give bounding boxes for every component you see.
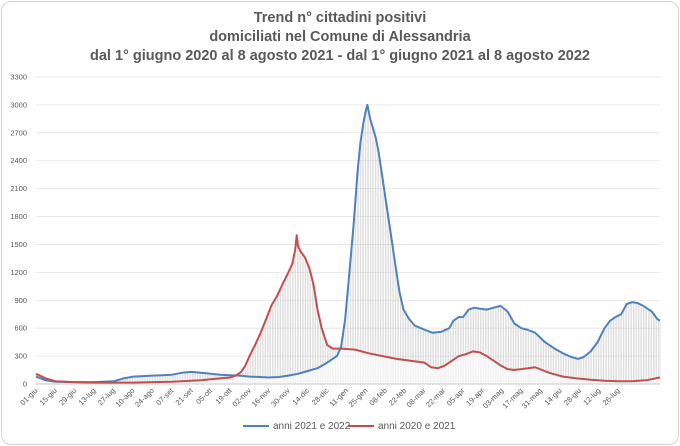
x-tick-label: 07-set bbox=[154, 385, 176, 407]
x-tick-label: 13-lug bbox=[77, 386, 98, 407]
x-tick-label: 02-nov bbox=[230, 386, 253, 409]
y-tick-label: 3300 bbox=[10, 73, 27, 82]
x-tick-label: 14-dic bbox=[290, 386, 311, 407]
chart-title-line-2: domiciliati nel Comune di Alessandria bbox=[209, 29, 471, 45]
x-tick-label: 24-ago bbox=[133, 386, 156, 409]
x-tick-label: 21-set bbox=[174, 385, 196, 407]
x-tick-label: 31-mag bbox=[520, 386, 544, 410]
legend: anni 2021 e 2022 anni 2020 e 2021 bbox=[243, 421, 456, 432]
x-tick-label: 10-ago bbox=[114, 386, 137, 409]
x-tick-label: 17-mag bbox=[500, 386, 524, 410]
axes: 0 300 600 900 1200 1500 1800 2100 2400 2700 3000 33… bbox=[10, 73, 660, 410]
gap-fill bbox=[35, 105, 661, 384]
legend-label-2: anni 2020 e 2021 bbox=[378, 421, 456, 432]
series-lines bbox=[35, 103, 661, 384]
y-tick-label: 900 bbox=[14, 296, 27, 305]
x-tick-label: 11-gen bbox=[328, 386, 350, 408]
x-tick-label: 08-feb bbox=[367, 386, 388, 407]
x-tick-label: 25-gen bbox=[347, 386, 370, 409]
y-tick-label: 3000 bbox=[10, 100, 27, 109]
x-tick-label: 03-mag bbox=[481, 386, 505, 410]
x-tick-label: 22-mar bbox=[424, 386, 448, 410]
y-tick-label: 300 bbox=[14, 352, 27, 361]
x-tick-label: 15-giu bbox=[38, 386, 59, 407]
x-tick-label: 05-ott bbox=[194, 385, 215, 406]
chart-title-line-3: dal 1° giugno 2020 al 8 agosto 2021 - da… bbox=[90, 48, 590, 64]
series-line-2 bbox=[35, 234, 661, 384]
y-tick-label: 1800 bbox=[10, 212, 27, 221]
x-tick-label: 12-lug bbox=[581, 386, 602, 407]
y-tick-label: 2100 bbox=[10, 184, 27, 193]
grid-lines bbox=[36, 76, 660, 385]
chart-title-line-1: Trend n° cittadini positivi bbox=[253, 10, 427, 26]
x-tick-label: 26-lug bbox=[601, 386, 622, 407]
y-tick-label: 0 bbox=[23, 380, 27, 389]
x-tick-label: 28-giu bbox=[562, 386, 583, 407]
y-tick-label: 2700 bbox=[10, 128, 27, 137]
x-tick-label: 05-apr bbox=[445, 386, 467, 408]
y-tick-label: 1500 bbox=[10, 240, 27, 249]
x-tick-label: 16-nov bbox=[250, 386, 273, 409]
x-tick-label: 28-dic bbox=[310, 386, 331, 407]
legend-label-1: anni 2021 e 2022 bbox=[273, 421, 351, 432]
y-tick-label: 600 bbox=[14, 324, 27, 333]
x-tick-label: 30-nov bbox=[269, 386, 292, 409]
x-tick-label: 01-giu bbox=[18, 386, 39, 407]
x-tick-label: 08-mar bbox=[405, 386, 429, 410]
x-tick-label: 29-giu bbox=[57, 386, 78, 407]
series-line-1 bbox=[35, 103, 661, 384]
y-tick-label: 2400 bbox=[10, 156, 27, 165]
y-tick-label: 1200 bbox=[10, 268, 27, 277]
x-tick-label: 14-giu bbox=[542, 386, 563, 407]
